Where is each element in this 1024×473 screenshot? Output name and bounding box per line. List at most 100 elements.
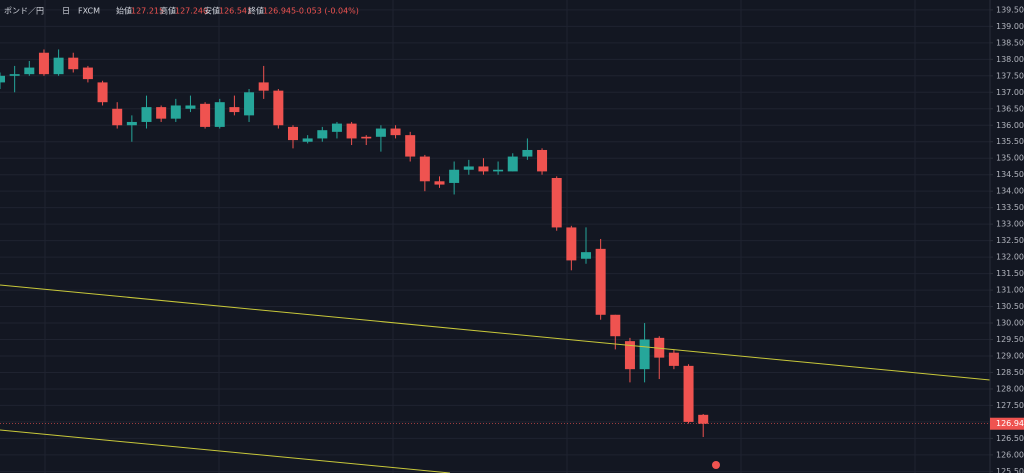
source[interactable]: FXCM: [78, 7, 100, 16]
y-tick-label: 126.500: [996, 434, 1024, 443]
y-tick-label: 131.500: [996, 269, 1024, 278]
y-tick-label: 130.000: [996, 319, 1024, 328]
y-tick-label: 130.500: [996, 302, 1024, 311]
y-tick-label: 138.000: [996, 55, 1024, 64]
candle-body: [126, 121, 137, 126]
close-label: 終値: [248, 6, 264, 16]
close-value: 126.945: [263, 7, 296, 16]
candle-body: [346, 123, 357, 139]
candle-body: [449, 169, 460, 183]
candle-body: [419, 156, 430, 182]
low-label: 安値: [204, 6, 220, 16]
candle-body: [654, 337, 665, 358]
candle-body: [38, 52, 49, 75]
y-tick-label: 128.500: [996, 368, 1024, 377]
candle-body: [141, 107, 152, 122]
open-label: 始値: [116, 6, 132, 16]
candle-body: [24, 67, 35, 75]
high-value: 127.240: [175, 7, 208, 16]
candle-body: [683, 365, 694, 422]
candle-body: [258, 82, 269, 91]
change: -0.053 (-0.04%): [296, 7, 359, 16]
candle-body: [0, 75, 5, 83]
y-tick-label: 133.000: [996, 220, 1024, 229]
candle-body: [507, 156, 518, 172]
candle-body: [537, 149, 548, 172]
y-tick-label: 135.000: [996, 154, 1024, 163]
candle-body: [214, 102, 225, 127]
symbol[interactable]: ポンド／円: [4, 7, 44, 16]
y-tick-label: 127.500: [996, 401, 1024, 410]
candle-body: [229, 107, 240, 113]
y-tick-label: 134.000: [996, 187, 1024, 196]
interval[interactable]: 日: [62, 7, 70, 16]
candle-body: [405, 135, 416, 157]
candle-body: [478, 166, 489, 172]
candle-body: [493, 169, 504, 172]
y-tick-label: 139.500: [996, 5, 1024, 14]
y-tick-label: 129.500: [996, 335, 1024, 344]
y-tick-label: 132.000: [996, 253, 1024, 262]
candle-body: [112, 108, 123, 126]
y-tick-label: 133.500: [996, 203, 1024, 212]
candle-body: [273, 90, 284, 126]
high-label: 高値: [160, 6, 176, 16]
y-tick-label: 137.500: [996, 71, 1024, 80]
candle-body: [331, 123, 342, 132]
candle-body: [244, 92, 255, 116]
open-value: 127.215: [131, 7, 164, 16]
trend-line: [0, 429, 451, 473]
candle-body: [82, 67, 93, 80]
candle-body: [434, 181, 445, 185]
candle-body: [375, 128, 386, 137]
y-axis-labels: 125.500126.000126.500127.000127.500128.0…: [990, 5, 1024, 473]
candle-body: [390, 128, 401, 136]
y-tick-label: 132.500: [996, 236, 1024, 245]
price-tag-label: 126.945: [996, 419, 1024, 428]
y-tick-label: 134.500: [996, 170, 1024, 179]
candle-body: [698, 414, 709, 424]
candle-body: [200, 103, 211, 127]
candle-body: [639, 339, 650, 370]
candle-body: [624, 341, 635, 370]
y-tick-label: 135.500: [996, 137, 1024, 146]
candle-body: [288, 126, 298, 141]
candle-body: [185, 105, 196, 109]
grid: [0, 0, 990, 473]
candle-body: [97, 82, 108, 103]
candle-body: [53, 57, 64, 75]
y-tick-label: 136.000: [996, 121, 1024, 130]
y-tick-label: 138.500: [996, 38, 1024, 47]
candle-body: [156, 107, 167, 119]
y-tick-label: 137.000: [996, 88, 1024, 97]
candle-body: [566, 227, 577, 261]
plot: [0, 49, 990, 438]
y-tick-label: 129.000: [996, 351, 1024, 360]
y-tick-label: 126.000: [996, 450, 1024, 459]
candle-body: [668, 352, 679, 366]
candle-body: [522, 149, 533, 157]
candle-body: [595, 248, 606, 315]
price-tag: [990, 417, 1024, 430]
candle-body: [317, 130, 328, 139]
y-tick-label: 139.000: [996, 22, 1024, 31]
trend-line: [0, 284, 991, 381]
candle-body: [361, 136, 372, 139]
candle-body: [302, 138, 313, 142]
header: ポンド／円 日 FXCM 始値 127.215 高値 127.240 安値 12…: [4, 6, 359, 16]
candle-body: [463, 166, 474, 170]
y-tick-label: 131.000: [996, 286, 1024, 295]
low-value: 126.541: [219, 7, 252, 16]
y-tick-label: 125.500: [996, 467, 1024, 473]
candle-body: [68, 57, 79, 70]
candle-body: [610, 314, 621, 337]
y-tick-label: 136.500: [996, 104, 1024, 113]
candle-body: [170, 105, 181, 119]
y-tick-label: 128.000: [996, 384, 1024, 393]
candle-body: [551, 177, 562, 228]
event-marker[interactable]: [712, 461, 720, 469]
candle-body: [581, 252, 591, 259]
candle-body: [9, 74, 20, 76]
